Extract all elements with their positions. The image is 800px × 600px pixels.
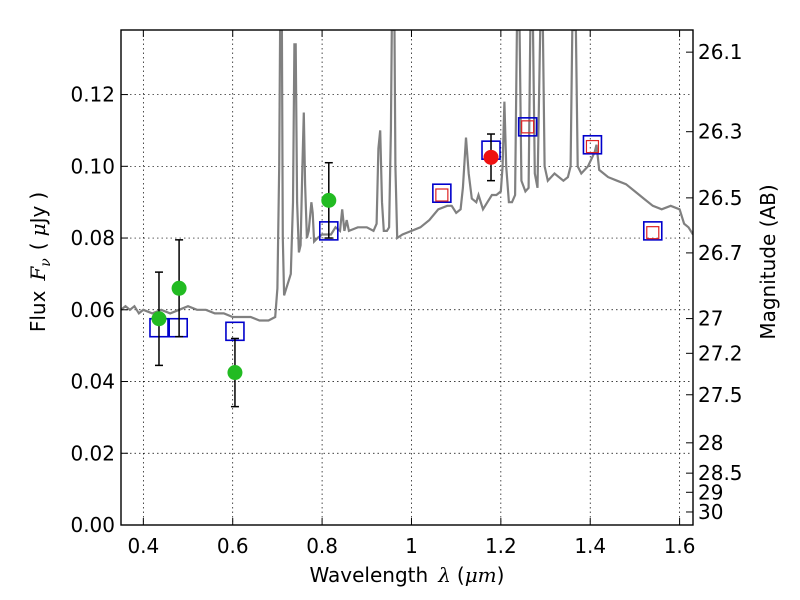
y-axis-label-unit-mu: μ (26, 223, 50, 236)
y-tick-label: 0.10 (70, 154, 115, 178)
model-photometry-small-square (521, 120, 535, 134)
y-axis: 0.00 0.02 0.04 0.06 0.08 0.10 0.12 (70, 83, 128, 537)
x-axis-label-unit-close: ) (497, 563, 505, 587)
observed-photometry-point (321, 192, 337, 208)
model-photometry-square (642, 221, 663, 241)
y-axis-label-unit-close: ) (26, 192, 50, 200)
grid-lines (121, 30, 693, 526)
magnitude-tick-label: 26.1 (698, 40, 743, 64)
magnitude-tick-label: 30 (698, 500, 723, 524)
x-tick-label: 1.2 (485, 534, 517, 558)
y-axis-label-subscript: ν (38, 258, 54, 267)
data-markers (149, 117, 663, 408)
magnitude-tick-label: 26.7 (698, 241, 743, 265)
model-photometry-small-square (585, 139, 600, 154)
y-tick-label: 0.06 (70, 298, 115, 322)
magnitude-tick-label: 27.2 (698, 341, 743, 365)
x-tick-label: 1.4 (574, 534, 606, 558)
x-tick-label: 1.6 (664, 534, 696, 558)
observed-photometry-point (227, 365, 243, 381)
magnitude-tick-label: 28 (698, 431, 723, 455)
y-axis-label-unit-open: ( (26, 242, 50, 250)
x-axis-label-symbol: λ (437, 563, 451, 587)
x-tick-label: 0.6 (217, 534, 249, 558)
y-axis-label-unit: Jy (26, 205, 50, 225)
y-tick-label: 0.12 (70, 83, 115, 107)
x-axis-label-unit: μm (465, 563, 497, 587)
model-photometry-small-square (435, 188, 449, 202)
magnitude-tick-label: 27.5 (698, 383, 743, 407)
x-axis-label-text: Wavelength (310, 563, 429, 587)
y-axis-label-symbol: F (26, 266, 50, 282)
model-photometry-square (432, 183, 452, 204)
model-photometry-small-square (646, 226, 660, 240)
y-tick-label: 0.04 (70, 370, 115, 394)
y-axis-label-text: Flux (26, 290, 50, 332)
magnitude-tick-label: 29 (698, 480, 723, 504)
x-axis-label-unit-open: ( (457, 563, 465, 587)
observed-photometry-point (483, 149, 499, 165)
magnitude-axis-label: Magnitude (AB) (756, 184, 780, 339)
plot-frame (120, 29, 694, 526)
model-photometry-square (582, 134, 603, 155)
y-tick-label: 0.08 (70, 226, 115, 250)
x-axis: 0.4 0.6 0.8 1 1.2 1.4 1.6 (127, 30, 696, 558)
observed-photometry-point (171, 280, 187, 296)
x-tick-label: 0.4 (127, 534, 159, 558)
magnitude-tick-label: 26.5 (698, 186, 743, 210)
y-tick-label: 0.02 (70, 441, 115, 465)
x-axis-label: Wavelength λ (μm) (310, 563, 505, 587)
magnitude-tick-label: 27 (698, 307, 723, 331)
model-photometry-square (517, 117, 538, 137)
magnitude-tick-label: 26.3 (698, 120, 743, 144)
model-spectrum-line (121, 30, 693, 322)
x-tick-label: 0.8 (306, 534, 338, 558)
y-tick-label: 0.00 (70, 513, 115, 537)
y-axis-label: Flux Fν ( μJy) (26, 192, 54, 332)
x-tick-label: 1 (405, 534, 418, 558)
plot-area (121, 30, 693, 408)
magnitude-tick-label: 28.5 (698, 461, 743, 485)
observed-photometry-point (151, 311, 167, 327)
